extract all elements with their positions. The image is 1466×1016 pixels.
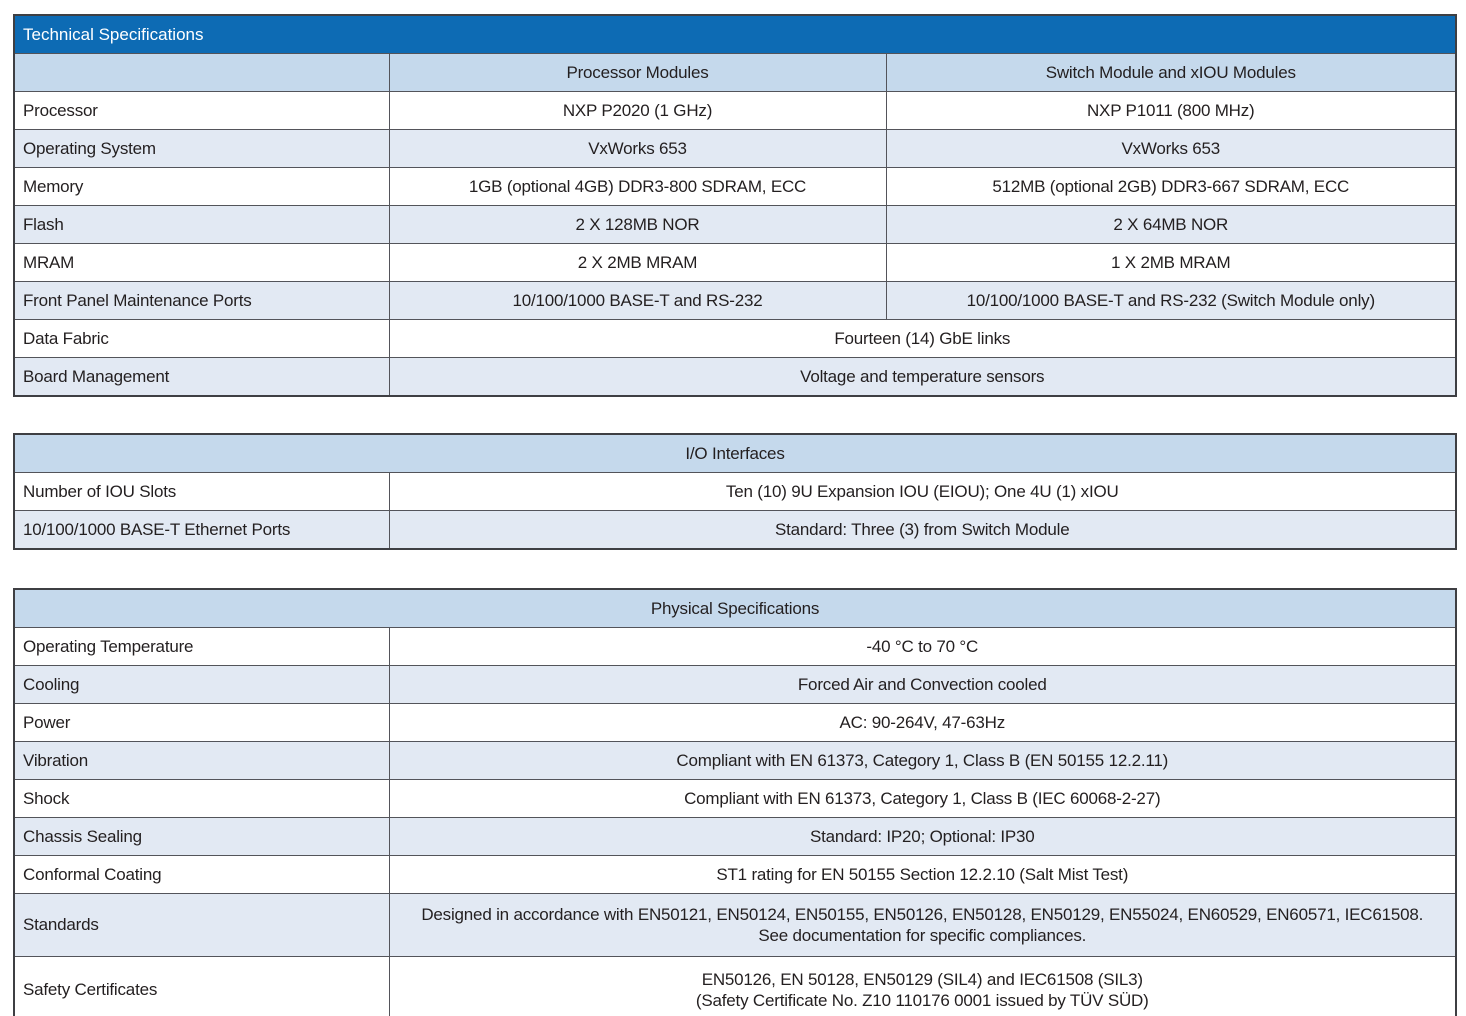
row-value: Compliant with EN 61373, Category 1, Cla… — [388, 779, 1457, 818]
row-label: Cooling — [13, 665, 390, 704]
row-label: Flash — [13, 205, 390, 244]
row-label: Shock — [13, 779, 390, 818]
row-value-switch-xiou: 2 X 64MB NOR — [885, 205, 1457, 244]
table-row: Memory 1GB (optional 4GB) DDR3-800 SDRAM… — [13, 167, 1457, 206]
row-label: MRAM — [13, 243, 390, 282]
row-value: ST1 rating for EN 50155 Section 12.2.10 … — [388, 855, 1457, 894]
row-value-processor-modules: 10/100/1000 BASE-T and RS-232 — [388, 281, 887, 320]
row-value-processor-modules: NXP P2020 (1 GHz) — [388, 91, 887, 130]
value-line-2: See documentation for specific complianc… — [758, 926, 1087, 945]
table-row: Chassis Sealing Standard: IP20; Optional… — [13, 817, 1457, 856]
table-row: Operating Temperature -40 °C to 70 °C — [13, 627, 1457, 666]
row-value: Standard: Three (3) from Switch Module — [388, 510, 1457, 550]
table-row: Safety Certificates EN50126, EN 50128, E… — [13, 956, 1457, 1016]
row-value-merged: Fourteen (14) GbE links — [388, 319, 1457, 358]
row-value: Compliant with EN 61373, Category 1, Cla… — [388, 741, 1457, 780]
table-row: Front Panel Maintenance Ports 10/100/100… — [13, 281, 1457, 320]
table-row: Operating System VxWorks 653 VxWorks 653 — [13, 129, 1457, 168]
table-row: Shock Compliant with EN 61373, Category … — [13, 779, 1457, 818]
row-value: AC: 90-264V, 47-63Hz — [388, 703, 1457, 742]
table-row: Processor NXP P2020 (1 GHz) NXP P1011 (8… — [13, 91, 1457, 130]
table-gap — [13, 397, 1455, 433]
table-gap — [13, 550, 1455, 588]
row-label: Safety Certificates — [13, 956, 390, 1016]
table-row: Flash 2 X 128MB NOR 2 X 64MB NOR — [13, 205, 1457, 244]
row-value: Ten (10) 9U Expansion IOU (EIOU); One 4U… — [388, 472, 1457, 511]
row-label: 10/100/1000 BASE-T Ethernet Ports — [13, 510, 390, 550]
row-label: Data Fabric — [13, 319, 390, 358]
table-row: 10/100/1000 BASE-T Ethernet Ports Standa… — [13, 510, 1457, 550]
row-value-processor-modules: VxWorks 653 — [388, 129, 887, 168]
io-interfaces-title: I/O Interfaces — [13, 433, 1457, 473]
table-row: Conformal Coating ST1 rating for EN 5015… — [13, 855, 1457, 894]
row-label: Memory — [13, 167, 390, 206]
row-value-switch-xiou: 10/100/1000 BASE-T and RS-232 (Switch Mo… — [885, 281, 1457, 320]
empty-corner-cell — [13, 53, 390, 92]
technical-specifications-title: Technical Specifications — [13, 14, 1457, 54]
row-label: Operating Temperature — [13, 627, 390, 666]
physical-specifications-title: Physical Specifications — [13, 588, 1457, 628]
table-row: Standards Designed in accordance with EN… — [13, 893, 1457, 957]
table-row: Data Fabric Fourteen (14) GbE links — [13, 319, 1457, 358]
row-label: Processor — [13, 91, 390, 130]
section-header-row: I/O Interfaces — [13, 433, 1457, 473]
row-label: Conformal Coating — [13, 855, 390, 894]
row-label: Front Panel Maintenance Ports — [13, 281, 390, 320]
row-label: Standards — [13, 893, 390, 957]
row-value: -40 °C to 70 °C — [388, 627, 1457, 666]
row-value-processor-modules: 1GB (optional 4GB) DDR3-800 SDRAM, ECC — [388, 167, 887, 206]
row-value: Forced Air and Convection cooled — [388, 665, 1457, 704]
table-row: Power AC: 90-264V, 47-63Hz — [13, 703, 1457, 742]
section-header-row: Physical Specifications — [13, 588, 1457, 628]
value-line-2: (Safety Certificate No. Z10 110176 0001 … — [695, 991, 1149, 1010]
row-value: EN50126, EN 50128, EN50129 (SIL4) and IE… — [388, 956, 1457, 1016]
table-row: Cooling Forced Air and Convection cooled — [13, 665, 1457, 704]
row-value-switch-xiou: VxWorks 653 — [885, 129, 1457, 168]
value-line-1: EN50126, EN 50128, EN50129 (SIL4) and IE… — [701, 970, 1143, 989]
table-row: Board Management Voltage and temperature… — [13, 357, 1457, 397]
column-header-row: Processor Modules Switch Module and xIOU… — [13, 53, 1457, 92]
table-row: Number of IOU Slots Ten (10) 9U Expansio… — [13, 472, 1457, 511]
table-row: Vibration Compliant with EN 61373, Categ… — [13, 741, 1457, 780]
row-label: Board Management — [13, 357, 390, 397]
column-header-switch-xiou-modules: Switch Module and xIOU Modules — [885, 53, 1457, 92]
value-line-1: Designed in accordance with EN50121, EN5… — [421, 905, 1424, 924]
row-value: Standard: IP20; Optional: IP30 — [388, 817, 1457, 856]
row-label: Operating System — [13, 129, 390, 168]
row-label: Chassis Sealing — [13, 817, 390, 856]
row-label: Vibration — [13, 741, 390, 780]
column-header-processor-modules: Processor Modules — [388, 53, 887, 92]
row-value-switch-xiou: 1 X 2MB MRAM — [885, 243, 1457, 282]
row-label: Number of IOU Slots — [13, 472, 390, 511]
physical-specifications-table: Physical Specifications Operating Temper… — [13, 588, 1458, 1016]
io-interfaces-table: I/O Interfaces Number of IOU Slots Ten (… — [13, 433, 1457, 550]
technical-specifications-table: Technical Specifications Processor Modul… — [13, 14, 1458, 397]
row-value-switch-xiou: NXP P1011 (800 MHz) — [885, 91, 1457, 130]
row-value-switch-xiou: 512MB (optional 2GB) DDR3-667 SDRAM, ECC — [885, 167, 1457, 206]
row-value-processor-modules: 2 X 2MB MRAM — [388, 243, 887, 282]
row-value-processor-modules: 2 X 128MB NOR — [388, 205, 887, 244]
row-label: Power — [13, 703, 390, 742]
row-value-merged: Voltage and temperature sensors — [388, 357, 1457, 397]
table-row: MRAM 2 X 2MB MRAM 1 X 2MB MRAM — [13, 243, 1457, 282]
row-value: Designed in accordance with EN50121, EN5… — [388, 893, 1457, 957]
table-title-row: Technical Specifications — [13, 14, 1457, 54]
